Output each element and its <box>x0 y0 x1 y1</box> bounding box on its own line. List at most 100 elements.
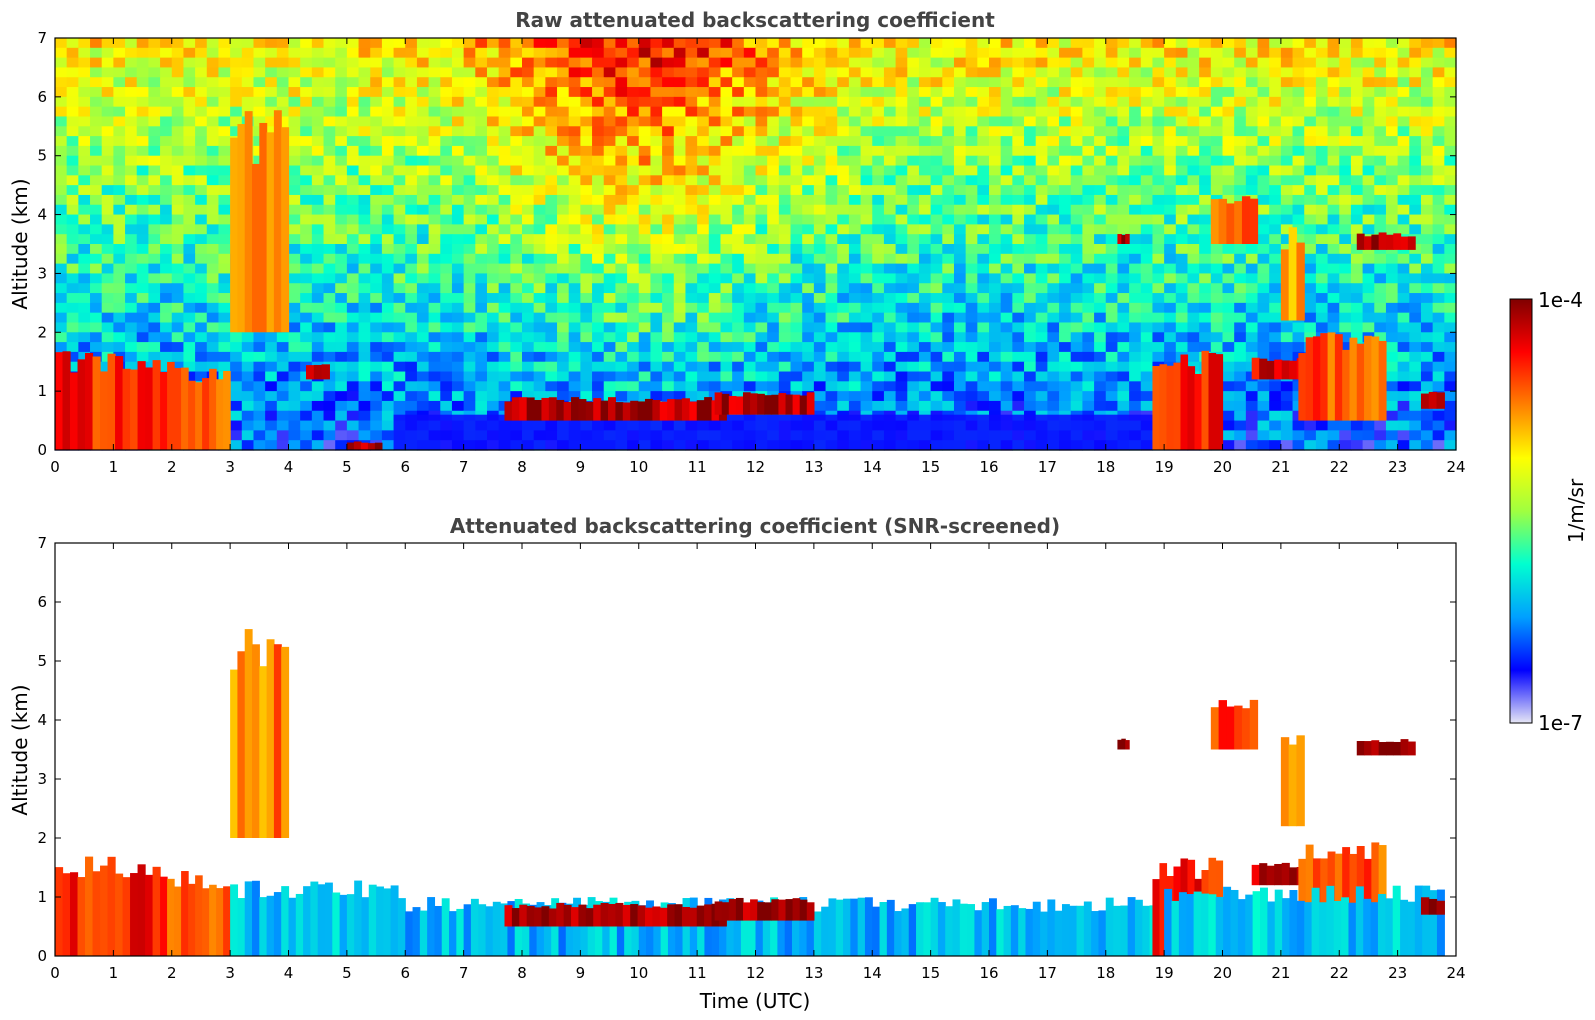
heatmap-cell <box>1094 361 1107 373</box>
heatmap-cell <box>883 136 897 147</box>
heatmap-cell <box>1374 420 1387 431</box>
heatmap-cell <box>767 87 780 98</box>
heatmap-cell <box>592 332 605 343</box>
heatmap-cell <box>883 322 897 333</box>
heatmap-cell <box>183 194 196 206</box>
heatmap-cell <box>1385 214 1399 225</box>
heatmap-cell <box>708 57 722 69</box>
heatmap-cell <box>522 302 535 314</box>
heatmap-cell <box>1245 96 1259 108</box>
heatmap-cell <box>171 342 185 353</box>
heatmap-cell <box>311 96 325 108</box>
heatmap-cell <box>545 253 558 265</box>
heatmap-cell <box>1152 351 1165 363</box>
heatmap-cell <box>720 381 733 392</box>
heatmap-cell <box>883 332 897 343</box>
heatmap-cell <box>557 273 570 284</box>
heatmap-cell <box>475 351 488 363</box>
heatmap-cell <box>335 361 348 373</box>
heatmap-cell <box>416 361 430 373</box>
heatmap-cell <box>300 351 313 363</box>
heatmap-cell <box>1117 165 1130 176</box>
heatmap-cell <box>790 351 803 363</box>
heatmap-cell <box>1257 155 1270 167</box>
heatmap-cell <box>1409 381 1422 392</box>
heatmap-cell <box>1397 47 1410 59</box>
heatmap-cell <box>1420 420 1434 431</box>
heatmap-cell <box>848 224 862 235</box>
heatmap-cell <box>545 263 558 275</box>
heatmap-cell <box>1059 351 1072 363</box>
heatmap-cell <box>1234 145 1247 157</box>
heatmap-cell <box>942 87 955 98</box>
heatmap-cell <box>907 116 920 127</box>
heatmap-cell <box>1059 106 1072 118</box>
heatmap-cell <box>662 165 675 176</box>
heatmap-cell <box>790 253 803 265</box>
heatmap-cell <box>381 175 395 186</box>
heatmap-cell <box>767 185 780 196</box>
heatmap-cell <box>160 38 173 49</box>
heatmap-cell <box>650 293 663 304</box>
heatmap-cell <box>1269 126 1282 137</box>
heatmap-cell <box>78 67 91 78</box>
heatmap-cell <box>743 214 757 225</box>
heatmap-cell <box>1304 57 1317 69</box>
heatmap-cell <box>732 302 745 314</box>
heatmap-cell <box>662 57 675 69</box>
heatmap-cell <box>346 420 360 431</box>
heatmap-cell <box>860 116 873 127</box>
heatmap-cell <box>1257 293 1270 304</box>
heatmap-cell <box>463 400 476 412</box>
heatmap-cell <box>486 244 500 255</box>
heatmap-cell <box>615 244 628 255</box>
heatmap-cell <box>1280 136 1294 147</box>
heatmap-cell <box>813 165 827 176</box>
heatmap-cell <box>1140 244 1154 255</box>
heatmap-cell <box>685 332 698 343</box>
heatmap-cell <box>592 175 605 186</box>
heatmap-cell <box>1059 175 1072 186</box>
heatmap-cell <box>101 165 114 176</box>
heatmap-cell <box>1222 244 1235 255</box>
heatmap-cell <box>218 126 231 137</box>
heatmap-cell <box>1094 136 1107 147</box>
heatmap-cell <box>440 116 453 127</box>
heatmap-cell <box>1234 302 1247 314</box>
heatmap-cell <box>370 381 383 392</box>
heatmap-cell <box>1339 116 1352 127</box>
heatmap-cell <box>55 67 68 78</box>
heatmap-cell <box>1070 214 1083 225</box>
heatmap-cell <box>265 371 278 382</box>
heatmap-cell <box>440 185 453 196</box>
heatmap-cell <box>1024 273 1037 284</box>
heatmap-cell <box>977 332 990 343</box>
heatmap-cell <box>148 302 161 314</box>
heatmap-cell <box>218 47 231 59</box>
heatmap-cell <box>872 302 885 314</box>
heatmap-cell <box>685 175 698 186</box>
heatmap-cell <box>1024 302 1037 314</box>
heatmap-cell <box>568 175 581 186</box>
heatmap-cell <box>323 273 336 284</box>
heatmap-cell <box>148 322 161 333</box>
heatmap-cell <box>650 312 663 324</box>
heatmap-cell <box>335 312 348 324</box>
heatmap-cell <box>195 312 208 324</box>
heatmap-cell <box>101 263 114 275</box>
heatmap-cell <box>416 165 430 176</box>
heatmap-cell <box>953 302 967 314</box>
heatmap-cell <box>1047 155 1060 167</box>
heatmap-cell <box>1199 224 1212 235</box>
heatmap-cell <box>55 273 68 284</box>
heatmap-cell <box>55 283 68 294</box>
heatmap-cell <box>1245 116 1259 127</box>
heatmap-cell <box>1140 136 1154 147</box>
heatmap-cell <box>1059 332 1072 343</box>
heatmap-cell <box>1362 136 1375 147</box>
heatmap-cell <box>627 175 640 186</box>
heatmap-cell <box>78 136 91 147</box>
heatmap-cell <box>930 400 943 412</box>
heatmap-cell <box>358 57 371 69</box>
heatmap-cell <box>136 126 150 137</box>
